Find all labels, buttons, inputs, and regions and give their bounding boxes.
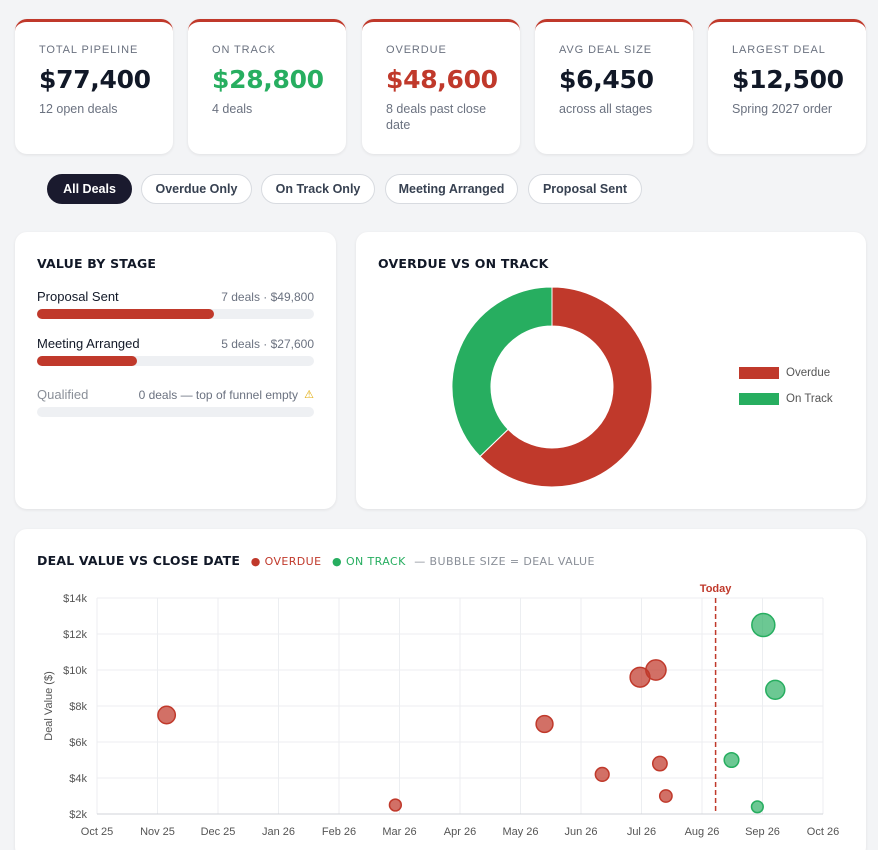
bubble-on-track (765, 679, 786, 701)
y-tick-label: $12k (63, 629, 87, 641)
bubble-overdue (651, 755, 668, 772)
donut-slice-on-track (451, 286, 553, 458)
value-by-stage-card: VALUE BY STAGE Proposal Sent 7 deals · $… (15, 232, 336, 509)
stage-meta: 0 deals — top of funnel empty (138, 388, 298, 402)
stage-meta: 7 deals · $49,800 (221, 290, 314, 304)
filter-meeting-arranged[interactable]: Meeting Arranged (385, 174, 518, 204)
bubble-overdue (535, 714, 554, 734)
y-tick-label: $2k (69, 809, 87, 821)
kpi-value: $28,800 (212, 65, 324, 94)
kpi-value: $12,500 (732, 65, 844, 94)
kpi-sub: across all stages (559, 102, 653, 116)
donut-slice-overdue (479, 286, 653, 488)
stage-progress-track (37, 356, 314, 366)
x-tick-label: May 26 (502, 826, 538, 838)
deal-value-vs-close-date-card: DEAL VALUE VS CLOSE DATE ● OVERDUE ● ON … (15, 529, 866, 850)
bubble-overdue (658, 789, 673, 803)
legend-overdue: ● OVERDUE (250, 555, 322, 568)
kpi-label: OVERDUE (386, 44, 447, 56)
filter-proposal-sent[interactable]: Proposal Sent (528, 174, 642, 204)
y-tick-label: $4k (69, 773, 87, 785)
legend-on-track: ● ON TRACK (332, 555, 406, 568)
bubble-on-track (750, 800, 764, 814)
kpi-sub: 8 deals past close date (386, 102, 487, 132)
overdue-vs-on-track-card: OVERDUE VS ON TRACK Overdue On Track (356, 232, 866, 509)
legend-label: Overdue (786, 367, 831, 379)
filter-overdue-only[interactable]: Overdue Only (141, 174, 252, 204)
card-title: OVERDUE VS ON TRACK (378, 256, 549, 271)
bubble-overdue (594, 766, 610, 783)
card-title-text: DEAL VALUE VS CLOSE DATE (37, 553, 241, 568)
kpi-card-on-track: ON TRACK $28,800 4 deals (188, 19, 346, 154)
kpi-card-overdue: OVERDUE $48,600 8 deals past close date (362, 19, 520, 154)
filter-all-deals[interactable]: All Deals (47, 174, 132, 204)
legend-item-overdue[interactable]: Overdue (739, 367, 830, 379)
x-tick-label: Mar 26 (382, 826, 416, 838)
kpi-sub: 4 deals (212, 102, 253, 116)
stage-name: Qualified (37, 387, 89, 402)
kpi-row: TOTAL PIPELINE $77,400 12 open deals ON … (15, 19, 866, 154)
bubble-overdue (388, 798, 403, 812)
x-tick-label: Oct 25 (81, 826, 113, 838)
card-title: VALUE BY STAGE (37, 256, 157, 271)
stage-progress-track (37, 309, 314, 319)
stage-name: Meeting Arranged (37, 336, 140, 351)
stage-meta: 5 deals · $27,600 (221, 337, 314, 351)
bubble-on-track (723, 751, 740, 769)
x-tick-label: Dec 25 (201, 826, 236, 838)
stage-name: Proposal Sent (37, 289, 119, 304)
kpi-label: TOTAL PIPELINE (39, 44, 139, 56)
donut-chart (451, 286, 653, 488)
x-tick-label: Feb 26 (322, 826, 356, 838)
y-axis-label: Deal Value ($) (43, 671, 55, 741)
today-label: Today (700, 583, 732, 595)
filter-on-track-only[interactable]: On Track Only (261, 174, 375, 204)
x-tick-label: Sep 26 (745, 826, 780, 838)
legend-label: On Track (786, 393, 833, 405)
card-title: DEAL VALUE VS CLOSE DATE ● OVERDUE ● ON … (37, 553, 595, 568)
x-tick-label: Nov 25 (140, 826, 175, 838)
scatter-chart: Oct 25 Nov 25 Dec 25 Jan 26 Feb 26 Mar 26 Apr … (43, 583, 839, 838)
kpi-card-total-pipeline: TOTAL PIPELINE $77,400 12 open deals (15, 19, 173, 154)
x-tick-label: Apr 26 (444, 826, 476, 838)
y-tick-label: $14k (63, 593, 87, 605)
bubble-overdue (157, 705, 177, 725)
legend-on-track-label: ON TRACK (345, 555, 406, 568)
warning-icon: ⚠ (304, 389, 314, 401)
legend-swatch (739, 393, 779, 405)
legend-note: — BUBBLE SIZE = DEAL VALUE (414, 555, 595, 568)
x-tick-label: Jul 26 (627, 826, 656, 838)
kpi-sub: Spring 2027 order (732, 102, 833, 116)
x-tick-label: Aug 26 (685, 826, 720, 838)
kpi-label: ON TRACK (212, 44, 276, 56)
bubble-overdue (645, 659, 667, 681)
legend-item-on-track[interactable]: On Track (739, 393, 833, 405)
kpi-card-largest-deal: LARGEST DEAL $12,500 Spring 2027 order (708, 19, 866, 154)
y-tick-label: $6k (69, 737, 87, 749)
kpi-card-avg-deal-size: AVG DEAL SIZE $6,450 across all stages (535, 19, 693, 154)
stage-progress-fill (37, 309, 215, 319)
legend-overdue-label: OVERDUE (264, 555, 322, 568)
bubble-on-track (751, 612, 776, 638)
x-tick-label: Jun 26 (564, 826, 597, 838)
kpi-value: $48,600 (386, 65, 498, 94)
kpi-value: $77,400 (39, 65, 151, 94)
stage-progress-track (37, 407, 314, 417)
legend-swatch (739, 367, 779, 379)
kpi-label: AVG DEAL SIZE (559, 44, 653, 56)
x-tick-label: Jan 26 (262, 826, 295, 838)
kpi-value: $6,450 (559, 65, 654, 94)
x-tick-label: Oct 26 (807, 826, 839, 838)
kpi-sub: 12 open deals (39, 102, 118, 116)
y-tick-label: $8k (69, 701, 87, 713)
y-tick-label: $10k (63, 665, 87, 677)
kpi-label: LARGEST DEAL (732, 44, 826, 56)
stage-progress-fill (37, 356, 137, 366)
